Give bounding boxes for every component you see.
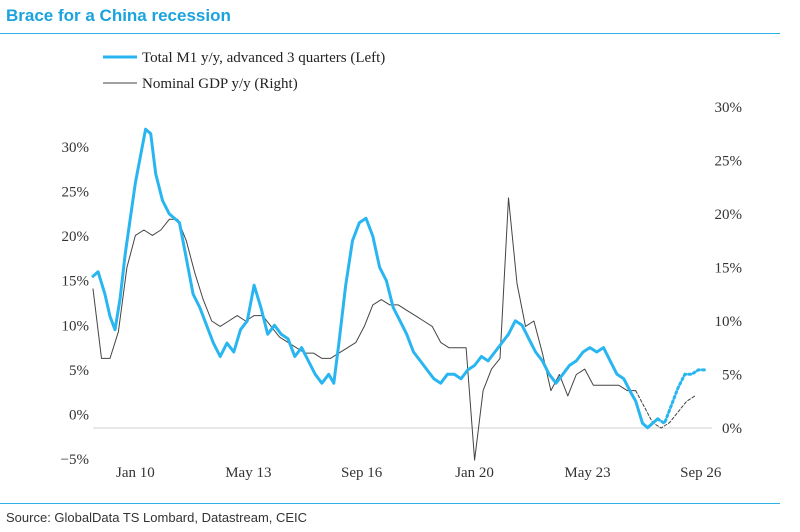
source-note: Source: GlobalData TS Lombard, Datastrea… — [6, 510, 308, 525]
x-tick-label: Sep 26 — [680, 465, 722, 481]
legend-label-m1: Total M1 y/y, advanced 3 quarters (Left) — [142, 50, 385, 66]
right-axis-ticks: 0% 5% 10% 15% 20% 25% 30% — [715, 100, 743, 437]
x-tick-label: Jan 20 — [455, 465, 494, 481]
right-tick-label: 15% — [715, 261, 743, 277]
gdp-series-line — [92, 197, 637, 461]
bottom-rule — [0, 503, 780, 504]
left-tick-label: 0% — [69, 407, 89, 423]
m1-series-dotted-line — [656, 368, 707, 426]
x-tick-label: Jan 10 — [116, 465, 155, 481]
left-axis-ticks: −5% 0% 5% 10% 15% 20% 25% 30% — [61, 140, 89, 468]
x-tick-label: Sep 16 — [341, 465, 383, 481]
top-rule — [0, 33, 780, 34]
left-tick-label: 20% — [62, 229, 90, 245]
x-tick-label: May 23 — [564, 465, 610, 481]
series-layer — [91, 127, 707, 461]
right-tick-label: 20% — [715, 207, 743, 223]
legend-label-gdp: Nominal GDP y/y (Right) — [142, 76, 298, 92]
left-tick-label: 25% — [62, 185, 90, 201]
left-tick-label: −5% — [61, 452, 89, 468]
right-tick-label: 10% — [715, 314, 743, 330]
right-tick-label: 25% — [715, 154, 743, 170]
m1-series-line — [91, 127, 660, 430]
right-tick-label: 0% — [722, 421, 742, 437]
gdp-series-dotted-line — [635, 390, 696, 429]
left-tick-label: 30% — [62, 140, 90, 156]
left-tick-label: 10% — [62, 318, 90, 334]
legend: Total M1 y/y, advanced 3 quarters (Left)… — [103, 50, 385, 92]
left-tick-label: 15% — [62, 274, 90, 290]
chart-title: Brace for a China recession — [6, 6, 231, 25]
right-tick-label: 5% — [722, 368, 742, 384]
x-axis-ticks: Jan 10 May 13 Sep 16 Jan 20 May 23 Sep 26 — [116, 465, 722, 481]
left-tick-label: 5% — [69, 363, 89, 379]
x-tick-label: May 13 — [225, 465, 271, 481]
right-tick-label: 30% — [715, 100, 743, 116]
